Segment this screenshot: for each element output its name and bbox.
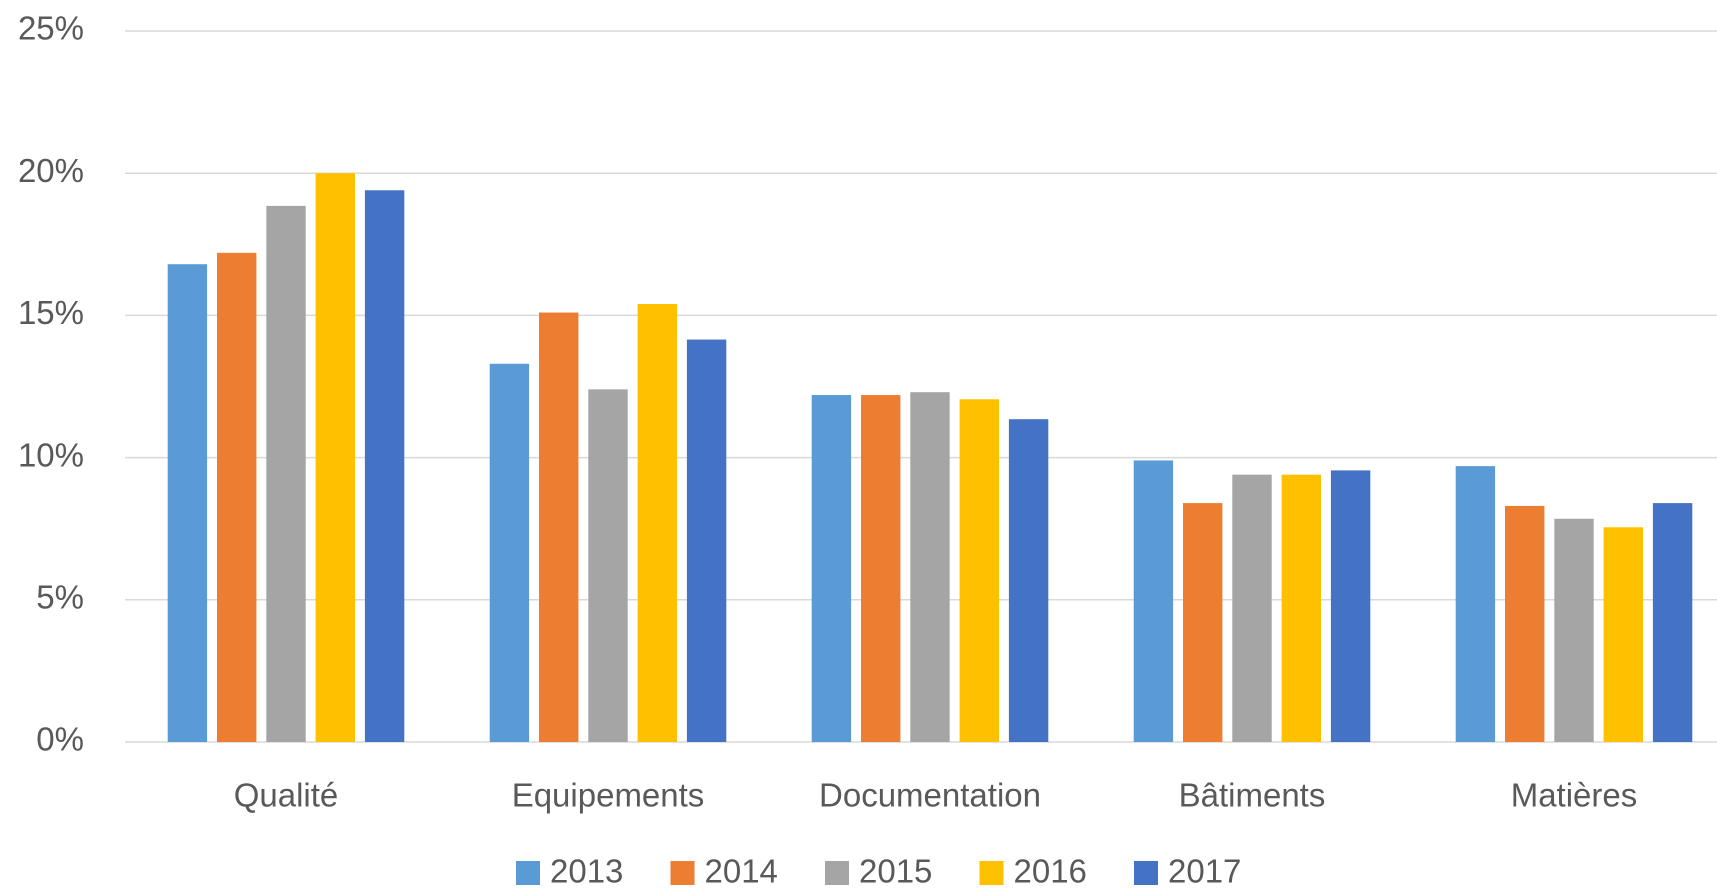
bar bbox=[266, 205, 306, 742]
bar bbox=[1183, 503, 1223, 742]
bar bbox=[1133, 460, 1174, 742]
bar bbox=[910, 392, 950, 742]
legend-swatch bbox=[979, 861, 1004, 885]
legend-label: 2013 bbox=[550, 853, 623, 889]
legend-label: 2015 bbox=[859, 853, 932, 889]
y-tick-label: 5% bbox=[36, 579, 84, 616]
x-tick-label: Equipements bbox=[512, 777, 705, 814]
bar bbox=[315, 173, 355, 742]
bar bbox=[167, 264, 208, 742]
bar bbox=[811, 395, 852, 742]
bar bbox=[1505, 505, 1545, 742]
bar bbox=[1652, 503, 1693, 742]
bar bbox=[217, 252, 257, 742]
legend-swatch bbox=[825, 861, 849, 885]
bar bbox=[364, 190, 405, 742]
bar bbox=[637, 304, 677, 742]
x-tick-label: Bâtiments bbox=[1179, 777, 1326, 814]
bar bbox=[959, 399, 999, 742]
y-tick-label: 20% bbox=[18, 152, 84, 189]
bar bbox=[686, 339, 727, 742]
bar bbox=[588, 389, 628, 742]
legend-swatch bbox=[516, 861, 540, 885]
bar bbox=[1281, 474, 1321, 742]
bar bbox=[489, 363, 530, 742]
bar bbox=[1330, 470, 1371, 742]
legend-label: 2014 bbox=[705, 853, 778, 889]
bar bbox=[1455, 466, 1496, 742]
y-tick-label: 10% bbox=[18, 436, 84, 473]
y-tick-label: 0% bbox=[36, 721, 84, 758]
bar bbox=[1554, 518, 1594, 742]
x-tick-label: Matières bbox=[1511, 777, 1638, 814]
legend-label: 2017 bbox=[1168, 853, 1241, 889]
legend-swatch bbox=[1134, 861, 1158, 885]
y-tick-label: 15% bbox=[18, 294, 84, 331]
bar bbox=[1008, 419, 1049, 742]
bar bbox=[539, 312, 579, 742]
legend-label: 2016 bbox=[1014, 853, 1087, 889]
bar bbox=[861, 395, 901, 742]
bar bbox=[1232, 474, 1272, 742]
bar bbox=[1603, 527, 1643, 742]
y-tick-label: 25% bbox=[18, 10, 84, 47]
x-tick-label: Qualité bbox=[234, 777, 339, 814]
x-tick-label: Documentation bbox=[819, 777, 1041, 814]
legend-swatch bbox=[670, 861, 695, 885]
